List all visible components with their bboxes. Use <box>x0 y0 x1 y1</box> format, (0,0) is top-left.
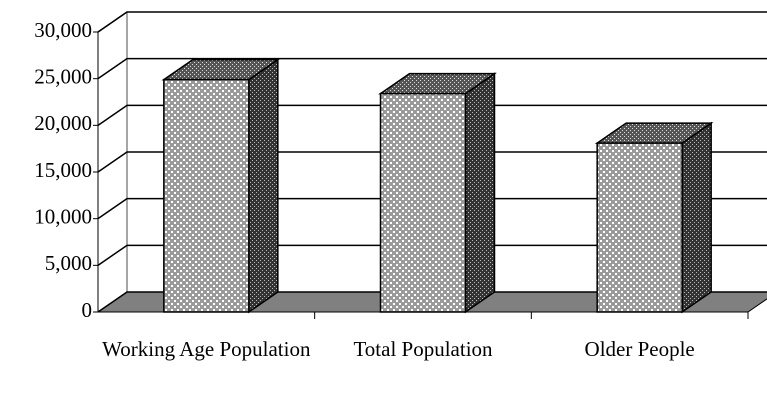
y-tick-label: 15,000 <box>34 158 92 182</box>
x-tick-label: Total Population <box>353 337 493 361</box>
y-tick-label: 30,000 <box>34 18 92 42</box>
bar <box>378 72 497 314</box>
y-tick-label: 0 <box>82 298 93 322</box>
bar-front <box>596 142 683 313</box>
bar-front <box>163 78 250 313</box>
bar-front <box>379 92 467 313</box>
grid-line <box>97 11 767 33</box>
grid-line <box>97 197 767 220</box>
x-tick-label: Working Age Population <box>102 337 311 361</box>
bar <box>161 58 281 314</box>
y-tick-label: 20,000 <box>34 111 92 135</box>
bar-side <box>248 58 279 314</box>
grid-line <box>97 291 767 313</box>
bar-side <box>681 121 712 314</box>
grid-line <box>97 151 767 173</box>
y-tick-label: 25,000 <box>34 64 92 88</box>
grid-line <box>97 57 767 80</box>
y-tick-label: 10,000 <box>34 204 92 228</box>
bar-side <box>464 72 496 314</box>
y-tick-label: 5,000 <box>45 251 92 275</box>
grid-line <box>97 104 767 126</box>
x-tick-label: Older People <box>584 337 695 361</box>
bar <box>594 121 714 314</box>
grid-line <box>97 244 767 266</box>
